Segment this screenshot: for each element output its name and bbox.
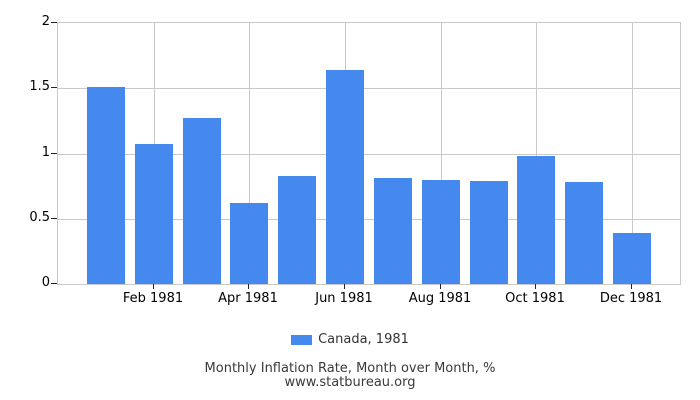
plot-area: [57, 22, 681, 285]
x-axis-label: Dec 1981: [599, 291, 663, 306]
x-tick: [344, 284, 345, 289]
bar: [422, 180, 460, 284]
x-tick: [248, 284, 249, 289]
chart-source: www.statbureau.org: [284, 375, 416, 390]
chart-title: Monthly Inflation Rate, Month over Month…: [204, 361, 496, 376]
v-gridline: [632, 23, 633, 284]
bar: [470, 181, 508, 284]
h-gridline: [58, 218, 680, 220]
y-axis-label: 1: [41, 145, 50, 160]
bar: [135, 144, 173, 284]
x-tick: [535, 284, 536, 289]
x-axis-label: Jun 1981: [315, 291, 373, 306]
y-tick: [51, 218, 57, 219]
y-tick: [51, 22, 57, 23]
legend-swatch: [291, 334, 313, 345]
y-axis-label: 2: [41, 14, 50, 29]
v-gridline: [536, 23, 537, 284]
bar: [278, 176, 316, 284]
bar: [374, 178, 412, 284]
y-tick: [51, 153, 57, 154]
bar: [87, 87, 125, 284]
x-axis-label: Feb 1981: [122, 291, 184, 306]
x-tick: [631, 284, 632, 289]
y-axis-label: 1.5: [29, 79, 50, 94]
y-tick: [51, 87, 57, 88]
y-tick: [51, 283, 57, 284]
x-tick: [153, 284, 154, 289]
v-gridline: [249, 23, 250, 284]
bar: [565, 182, 603, 284]
bar: [183, 118, 221, 284]
bar: [613, 233, 651, 284]
x-axis-label: Aug 1981: [408, 291, 472, 306]
y-axis-label: 0: [41, 275, 50, 290]
x-tick: [440, 284, 441, 289]
bar: [230, 203, 268, 284]
y-axis-label: 0.5: [29, 210, 50, 225]
x-axis-label: Oct 1981: [505, 291, 565, 306]
x-axis-label: Apr 1981: [218, 291, 278, 306]
legend: Canada, 1981: [0, 332, 700, 347]
bar: [326, 70, 364, 284]
h-gridline: [58, 88, 680, 90]
h-gridline: [58, 153, 680, 155]
bar: [517, 156, 555, 284]
v-gridline: [441, 23, 442, 284]
legend-label: Canada, 1981: [318, 332, 409, 347]
